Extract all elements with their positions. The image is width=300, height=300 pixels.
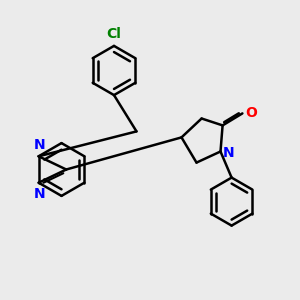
Text: Cl: Cl <box>106 26 122 40</box>
Text: N: N <box>223 146 235 160</box>
Text: N: N <box>34 137 46 152</box>
Text: O: O <box>245 106 257 120</box>
Text: N: N <box>34 188 46 202</box>
